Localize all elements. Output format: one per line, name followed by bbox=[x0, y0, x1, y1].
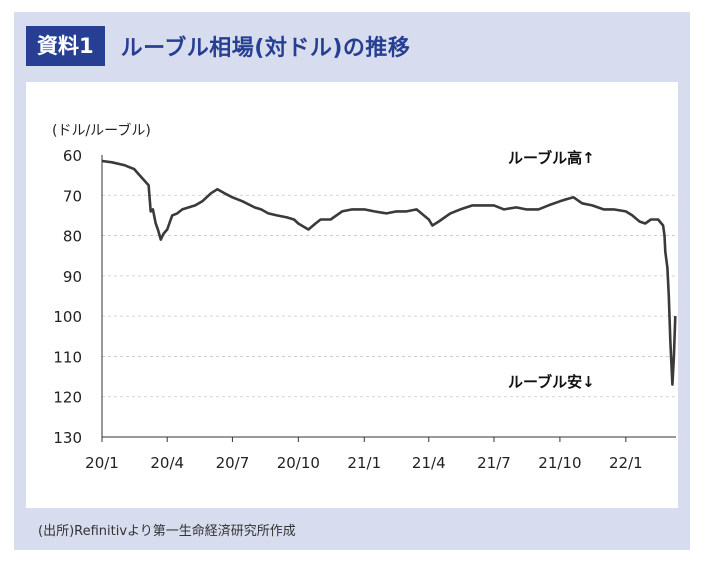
axes bbox=[101, 155, 676, 438]
y-tick-label: 80 bbox=[63, 228, 82, 246]
annotation-ruble-weak: ルーブル安↓ bbox=[508, 373, 595, 391]
y-tick-label: 60 bbox=[63, 147, 82, 165]
figure-number-badge: 資料1 bbox=[26, 26, 105, 66]
chart-panel: (ドル/ルーブル) 60 70 80 90 100 110 120 130 20/1 20/4 2… bbox=[26, 82, 678, 508]
y-tick-label: 130 bbox=[53, 429, 82, 447]
x-tick-label: 20/4 bbox=[150, 454, 184, 472]
figure-header: 資料1 ルーブル相場(対ドル)の推移 bbox=[26, 26, 678, 66]
x-tick-label: 20/7 bbox=[216, 454, 250, 472]
series-line bbox=[101, 159, 677, 386]
y-tick-label: 120 bbox=[53, 389, 82, 407]
x-tick-label: 22/1 bbox=[609, 454, 643, 472]
y-tick-labels: 60 70 80 90 100 110 120 130 bbox=[53, 147, 82, 447]
y-tick-label: 70 bbox=[63, 187, 82, 205]
x-tick-label: 21/1 bbox=[347, 454, 381, 472]
x-tick-label: 20/1 bbox=[85, 454, 119, 472]
x-tick-label: 20/10 bbox=[277, 454, 320, 472]
y-tick-label: 90 bbox=[63, 268, 82, 286]
x-tick-label: 21/7 bbox=[477, 454, 511, 472]
x-tick-label: 21/10 bbox=[538, 454, 581, 472]
figure-frame: 資料1 ルーブル相場(対ドル)の推移 (ドル/ルーブル) 60 70 80 90 100… bbox=[14, 12, 690, 550]
annotation-ruble-strong: ルーブル高↑ bbox=[508, 149, 595, 167]
y-axis-label: (ドル/ルーブル) bbox=[52, 122, 151, 139]
y-tick-label: 110 bbox=[53, 348, 82, 366]
gridlines bbox=[102, 194, 676, 398]
x-tick-labels: 20/1 20/4 20/7 20/10 21/1 21/4 21/7 21/10 22/1 bbox=[85, 437, 643, 472]
chart-title: ルーブル相場(対ドル)の推移 bbox=[120, 36, 411, 61]
x-tick-label: 21/4 bbox=[412, 454, 446, 472]
series-group bbox=[101, 159, 677, 386]
y-tick-label: 100 bbox=[53, 308, 82, 326]
source-note: (出所)Refinitivより第一生命経済研究所作成 bbox=[38, 524, 296, 539]
